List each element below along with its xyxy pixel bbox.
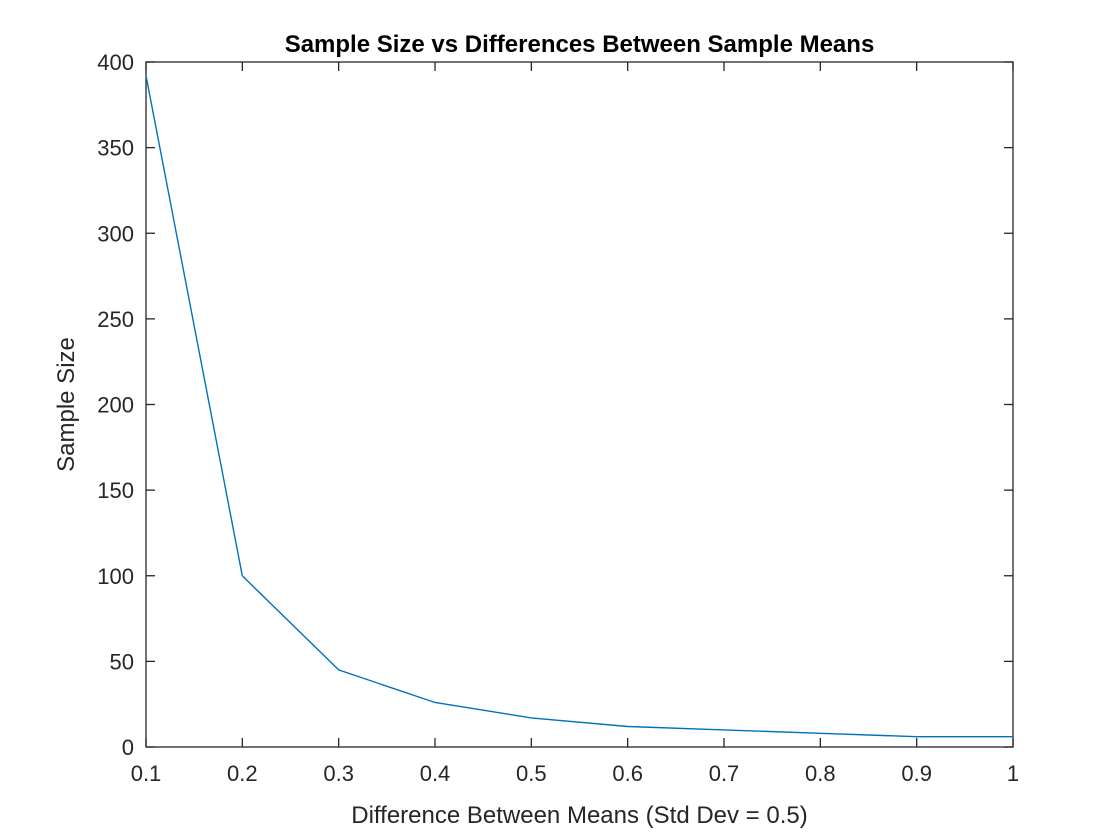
x-tick-label: 0.4	[420, 761, 451, 786]
x-axis-label: Difference Between Means (Std Dev = 0.5)	[351, 802, 807, 829]
y-axis-ticks: 0 50 100 150 200 250 300 350 400	[97, 50, 1013, 760]
y-tick-label: 100	[97, 564, 134, 589]
y-tick-label: 400	[97, 50, 134, 75]
y-tick-label: 150	[97, 478, 134, 503]
y-tick-label: 0	[122, 735, 134, 760]
chart-title: Sample Size vs Differences Between Sampl…	[285, 31, 875, 58]
x-tick-label: 0.2	[227, 761, 258, 786]
plot-area	[145, 61, 1014, 748]
data-line	[145, 75, 1013, 738]
y-axis-label: Sample Size	[53, 337, 80, 472]
x-tick-label: 0.9	[901, 761, 932, 786]
plot-axes: 0.1 0.2 0.3 0.4 0.5 0.6 0.7 0.8 0.9 1 0 50 100 150 20…	[97, 50, 1019, 786]
x-tick-label: 1	[1007, 761, 1019, 786]
y-tick-label: 300	[97, 221, 134, 246]
x-tick-label: 0.8	[805, 761, 836, 786]
x-tick-label: 0.7	[709, 761, 740, 786]
x-tick-label: 0.1	[131, 761, 162, 786]
y-tick-label: 350	[97, 136, 134, 161]
y-tick-label: 250	[97, 307, 134, 332]
x-axis-ticks: 0.1 0.2 0.3 0.4 0.5 0.6 0.7 0.8 0.9 1	[131, 62, 1019, 786]
x-tick-label: 0.3	[323, 761, 354, 786]
y-tick-label: 200	[97, 393, 134, 418]
x-tick-label: 0.6	[612, 761, 643, 786]
y-tick-label: 50	[110, 649, 134, 674]
x-tick-label: 0.5	[516, 761, 547, 786]
